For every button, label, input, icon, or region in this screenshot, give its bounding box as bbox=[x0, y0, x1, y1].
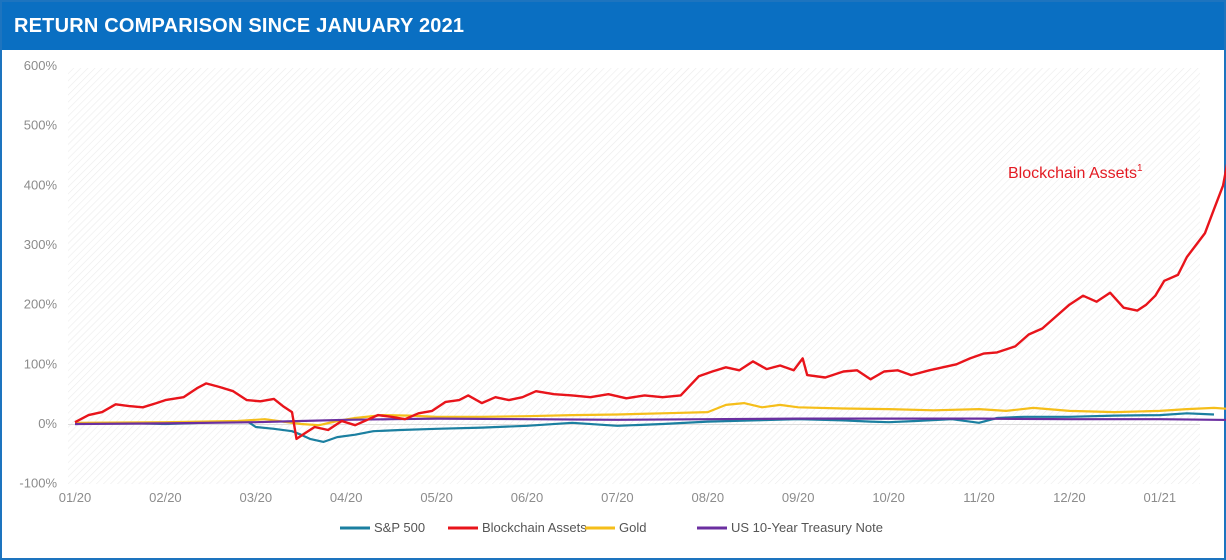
legend: S&P 500 Blockchain Assets Gold US 10-Year T… bbox=[340, 520, 883, 535]
y-tick-label: 0% bbox=[38, 416, 57, 431]
x-tick-label: 01/21 bbox=[1144, 490, 1177, 505]
legend-item: Gold bbox=[585, 520, 646, 535]
x-tick-label: 06/20 bbox=[511, 490, 544, 505]
x-tick-label: 01/20 bbox=[59, 490, 92, 505]
x-tick-label: 12/20 bbox=[1053, 490, 1086, 505]
y-tick-label: 100% bbox=[24, 356, 58, 371]
x-tick-label: 10/20 bbox=[872, 490, 905, 505]
legend-item: S&P 500 bbox=[340, 520, 425, 535]
legend-item: Blockchain Assets bbox=[448, 520, 587, 535]
y-tick-label: 500% bbox=[24, 118, 58, 133]
legend-item: US 10-Year Treasury Note bbox=[697, 520, 883, 535]
x-tick-label: 05/20 bbox=[420, 490, 453, 505]
legend-label: US 10-Year Treasury Note bbox=[731, 520, 883, 535]
blockchain-annotation: Blockchain Assets1 bbox=[1008, 163, 1143, 182]
y-tick-label: 400% bbox=[24, 177, 58, 192]
x-tick-label: 02/20 bbox=[149, 490, 182, 505]
x-tick-label: 09/20 bbox=[782, 490, 815, 505]
series-line-3 bbox=[74, 417, 1226, 426]
legend-label: S&P 500 bbox=[374, 520, 425, 535]
x-tick-label: 04/20 bbox=[330, 490, 363, 505]
series-line-2 bbox=[74, 402, 1226, 427]
legend-label: Gold bbox=[619, 520, 646, 535]
x-tick-label: 03/20 bbox=[240, 490, 273, 505]
chart-title: RETURN COMPARISON SINCE JANUARY 2021 bbox=[14, 15, 465, 37]
x-tick-label: 11/20 bbox=[963, 490, 995, 505]
y-tick-label: 200% bbox=[24, 297, 58, 312]
x-tick-label: 07/20 bbox=[601, 490, 634, 505]
x-tick-label: 08/20 bbox=[692, 490, 725, 505]
y-tick-label: -100% bbox=[19, 476, 57, 491]
y-tick-label: 600% bbox=[24, 58, 58, 73]
chart-header: RETURN COMPARISON SINCE JANUARY 2021 bbox=[2, 2, 1224, 50]
legend-label: Blockchain Assets bbox=[482, 520, 587, 535]
y-tick-label: 300% bbox=[24, 237, 58, 252]
series-line-1 bbox=[74, 163, 1226, 441]
